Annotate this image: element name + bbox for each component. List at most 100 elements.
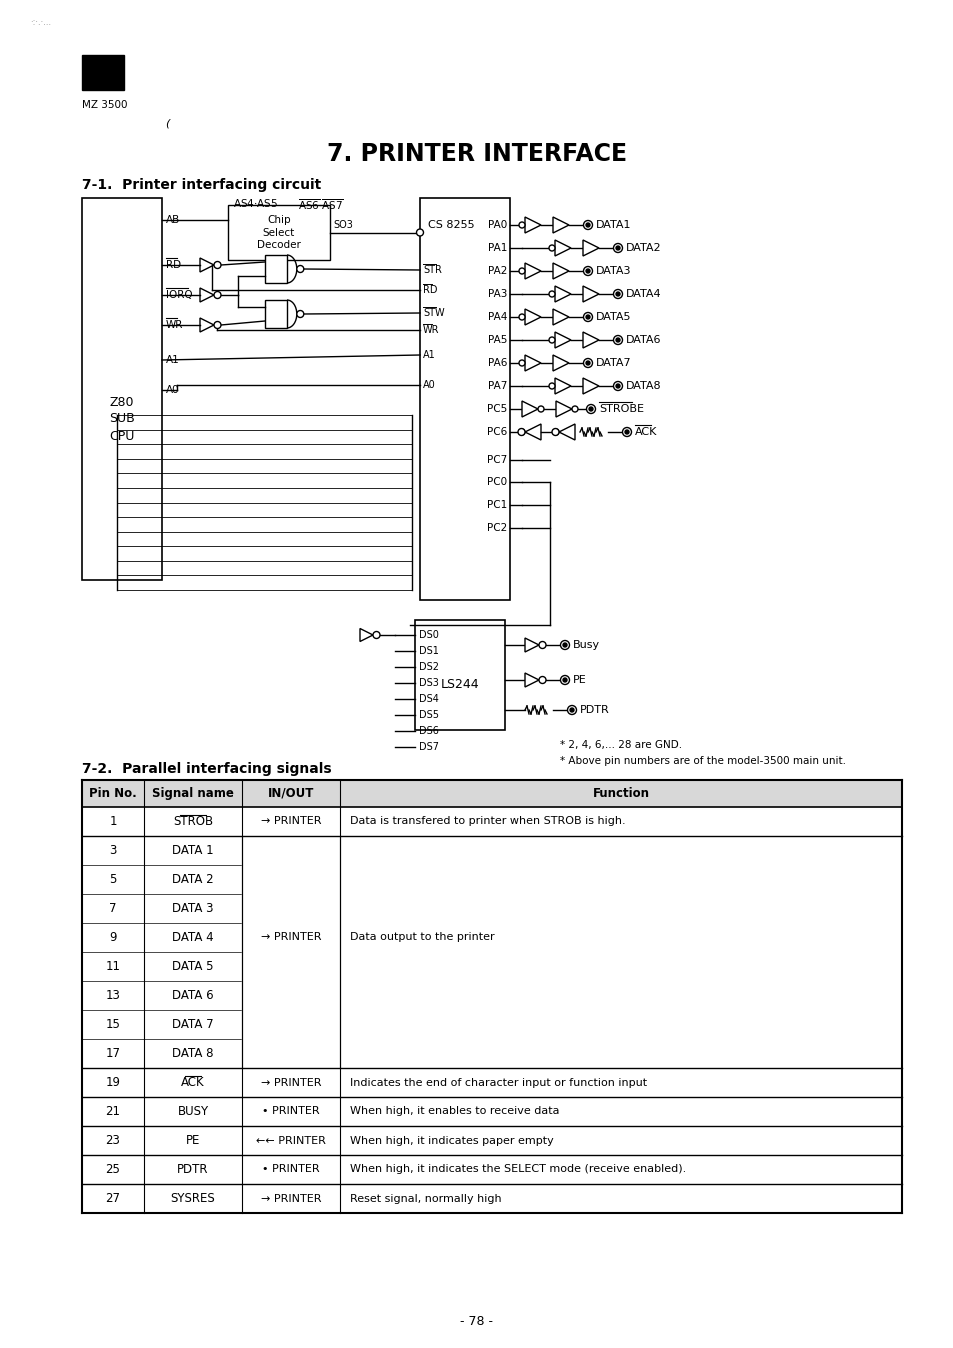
Text: SYSRES: SYSRES [171,1192,215,1205]
Polygon shape [582,332,598,348]
Circle shape [624,430,628,434]
Text: 11: 11 [106,960,120,973]
Polygon shape [582,240,598,256]
Bar [82,981,901,1010]
Text: 15: 15 [106,1018,120,1031]
Text: PA3: PA3 [487,288,506,299]
Circle shape [572,406,578,412]
Text: RD: RD [422,284,437,295]
Circle shape [548,245,555,251]
Text: DATA7: DATA7 [596,359,631,368]
Text: DATA 7: DATA 7 [172,1018,213,1031]
Text: AB: AB [166,214,180,225]
Text: PDTR: PDTR [177,1163,209,1175]
Circle shape [518,268,524,274]
Circle shape [213,291,221,298]
Polygon shape [524,309,540,325]
Text: PA4: PA4 [487,311,506,322]
Circle shape [567,705,576,714]
Circle shape [585,361,589,365]
Text: DS0: DS0 [418,630,438,640]
Text: STW: STW [422,307,444,318]
Polygon shape [553,355,568,371]
Text: → PRINTER: → PRINTER [260,1077,321,1088]
Circle shape [560,640,569,650]
Text: SO3: SO3 [333,221,353,231]
Text: 13: 13 [106,989,120,1002]
Circle shape [613,244,622,252]
Text: Z80
SUB
CPU: Z80 SUB CPU [109,395,134,442]
Text: A1: A1 [422,350,436,360]
Circle shape [585,315,589,319]
Circle shape [553,429,558,435]
Circle shape [538,677,545,683]
Text: PA5: PA5 [487,336,506,345]
Text: DATA 4: DATA 4 [172,931,213,944]
Text: 25: 25 [106,1163,120,1175]
Circle shape [373,631,379,639]
Circle shape [583,313,592,322]
Bar [82,1097,901,1126]
Text: DS6: DS6 [418,727,438,736]
Text: 3: 3 [110,844,116,857]
Circle shape [548,291,555,297]
Text: 5: 5 [110,874,116,886]
Text: Chip
Select
Decoder: Chip Select Decoder [256,216,300,249]
Bar [419,198,510,600]
Text: $\overline{\rm AS6}$$\cdot$$\overline{\rm AS7}$: $\overline{\rm AS6}$$\cdot$$\overline{\r… [297,197,343,212]
Text: DATA 6: DATA 6 [172,989,213,1002]
Text: WR: WR [166,319,183,330]
Polygon shape [555,240,571,256]
Text: Busy: Busy [573,640,599,650]
Bar [82,1039,901,1068]
Circle shape [616,245,619,249]
Text: When high, it indicates the SELECT mode (receive enabled).: When high, it indicates the SELECT mode … [350,1165,685,1174]
Text: PC6: PC6 [486,427,506,437]
Text: Data output to the printer: Data output to the printer [350,933,494,942]
Text: 7: 7 [110,902,116,915]
Circle shape [569,708,574,712]
Text: DS1: DS1 [418,646,438,656]
Text: 17: 17 [106,1047,120,1060]
Circle shape [548,383,555,390]
Circle shape [296,266,303,272]
Polygon shape [582,286,598,302]
Text: PA7: PA7 [487,381,506,391]
Circle shape [613,336,622,345]
Text: 1: 1 [110,816,116,828]
Polygon shape [555,286,571,302]
Circle shape [585,270,589,274]
Text: ACK: ACK [635,427,657,437]
Text: DS5: DS5 [418,710,438,720]
Polygon shape [553,309,568,325]
Text: PE: PE [186,1134,200,1147]
Bar [82,1068,901,1097]
Polygon shape [524,263,540,279]
Circle shape [538,642,545,648]
Circle shape [518,222,524,228]
Circle shape [537,406,543,412]
Text: ←← PRINTER: ←← PRINTER [255,1135,326,1146]
Text: PE: PE [573,675,586,685]
Text: AS4$\cdot$AS5: AS4$\cdot$AS5 [233,197,277,209]
Text: A0: A0 [166,386,179,395]
Circle shape [583,359,592,368]
Bar [82,952,901,981]
Text: • PRINTER: • PRINTER [262,1165,319,1174]
Text: DATA6: DATA6 [625,336,660,345]
Text: Data is transfered to printer when STROB is high.: Data is transfered to printer when STROB… [350,817,625,826]
Circle shape [583,267,592,275]
Bar [82,55,124,90]
Text: DATA 3: DATA 3 [172,902,213,915]
Text: IN/OUT: IN/OUT [268,787,314,799]
Text: 7-1.  Printer interfacing circuit: 7-1. Printer interfacing circuit [82,178,321,191]
Text: PA6: PA6 [487,359,506,368]
Bar [265,301,287,328]
Text: ACK: ACK [181,1076,205,1089]
Text: 19: 19 [106,1076,120,1089]
Text: STROBE: STROBE [598,404,643,414]
Circle shape [518,314,524,319]
Text: DATA3: DATA3 [596,266,631,276]
Text: DATA 2: DATA 2 [172,874,213,886]
Text: DS3: DS3 [418,678,438,687]
